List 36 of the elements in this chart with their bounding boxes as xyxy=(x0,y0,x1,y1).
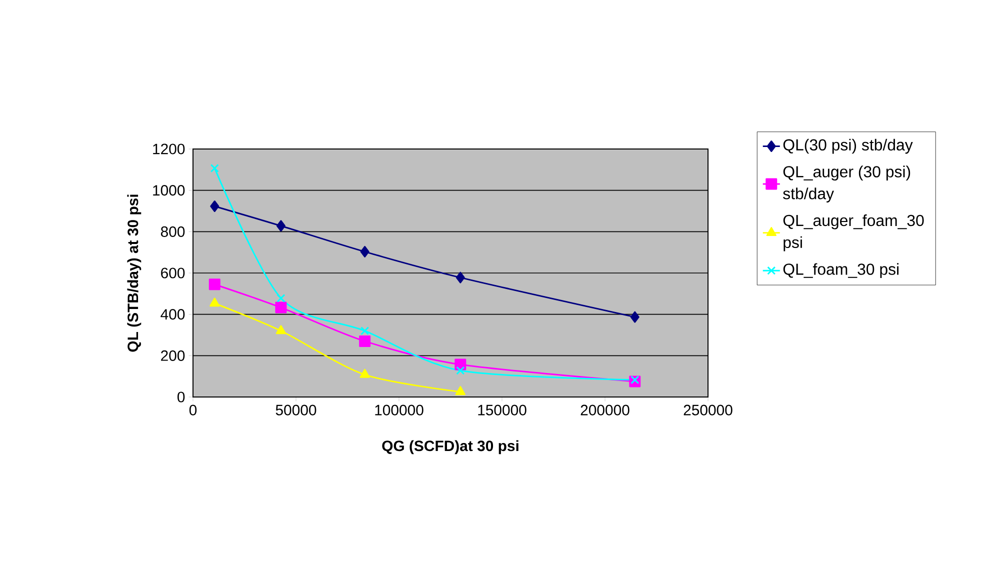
y-tick-label: 200 xyxy=(161,350,185,361)
legend-label: QL_foam_30 psi xyxy=(783,263,898,278)
x-tick-label: 100000 xyxy=(375,404,424,416)
x-tick-label: 200000 xyxy=(580,404,630,416)
x-tick-label: 0 xyxy=(189,404,197,416)
point xyxy=(455,386,466,396)
point xyxy=(360,326,370,336)
y-tick-label: 1000 xyxy=(153,185,185,196)
legend-label: QL_auger_foam_30 psi xyxy=(783,214,924,252)
y-tick-label: 0 xyxy=(177,392,185,402)
y-tick-label: 400 xyxy=(160,309,185,320)
x-tick-label: 50000 xyxy=(276,404,316,416)
y-tick-label: 1200 xyxy=(153,144,185,154)
point xyxy=(276,220,286,232)
point xyxy=(210,298,220,307)
x-tick-label: 150000 xyxy=(478,404,526,416)
point xyxy=(360,246,370,258)
point xyxy=(275,302,287,314)
point xyxy=(456,272,465,284)
x-axis-title: QG (SCFD)at 30 psi xyxy=(382,440,518,454)
point xyxy=(210,200,220,212)
y-tick-label: 800 xyxy=(160,226,185,237)
point xyxy=(359,335,371,347)
point xyxy=(630,376,640,384)
y-axis-title: QL (STB/day) at 30 psi xyxy=(127,194,142,352)
legend-label: QL(30 psi) stb/day xyxy=(783,138,913,154)
point xyxy=(208,278,220,290)
x-tick-label: 250000 xyxy=(684,404,732,416)
point xyxy=(276,294,286,302)
point xyxy=(360,368,370,378)
legend-label: QL_auger (30 psi) stb/day xyxy=(783,166,910,202)
y-tick-label: 600 xyxy=(161,268,185,278)
point xyxy=(630,311,640,323)
point xyxy=(210,164,219,172)
point xyxy=(456,366,465,375)
point xyxy=(276,325,286,334)
